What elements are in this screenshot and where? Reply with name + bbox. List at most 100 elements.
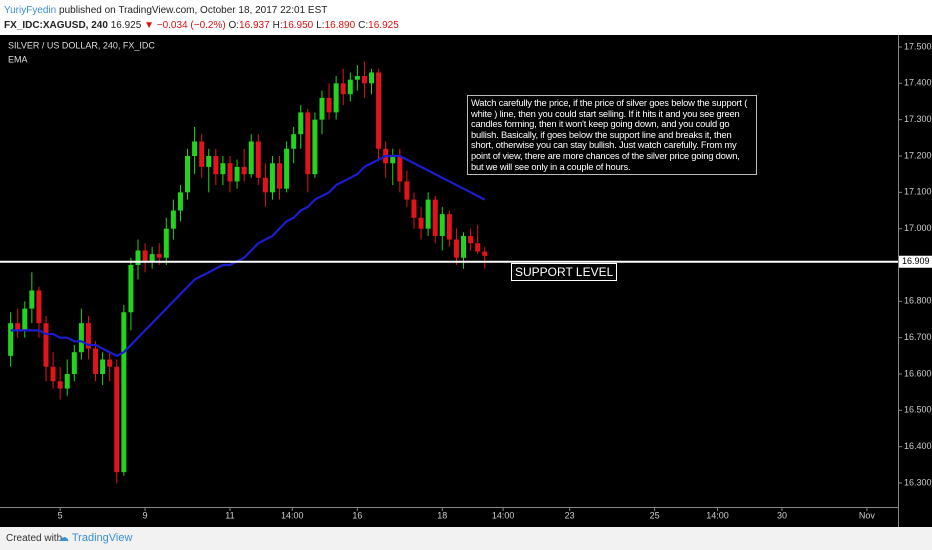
- candle-body: [185, 155, 191, 193]
- y-tick-label: 16.800: [904, 296, 932, 306]
- candle-body: [468, 235, 474, 244]
- ohlc-value: 16.950: [282, 20, 314, 31]
- y-tick-label: 16.400: [904, 441, 932, 451]
- candle-body: [121, 312, 127, 473]
- candle-body: [446, 214, 452, 240]
- candle-body: [128, 265, 134, 313]
- candle-body: [142, 250, 148, 262]
- candle-body: [390, 155, 396, 164]
- chart-title: SILVER / US DOLLAR, 240, FX_IDC: [8, 40, 155, 50]
- candle-body: [312, 119, 318, 175]
- ohlc-label: H:: [272, 20, 283, 31]
- candle-body: [93, 348, 99, 375]
- created-with: Created with: [6, 533, 63, 544]
- candle-body: [326, 97, 332, 113]
- x-tick-label: 5: [58, 510, 63, 520]
- candle-body: [255, 141, 261, 178]
- y-tick-label: 17.300: [904, 114, 932, 124]
- last: 16.925: [110, 20, 142, 31]
- ohlc: O:16.937 H:16.950 L:16.890 C:16.925: [228, 20, 401, 31]
- candle-body: [206, 155, 212, 167]
- candle-body: [298, 112, 304, 135]
- candle-body: [439, 214, 445, 236]
- candle-body: [277, 163, 283, 189]
- candle-body: [432, 199, 438, 236]
- candle-body: [100, 359, 106, 375]
- candle-body: [262, 177, 268, 193]
- candle-body: [227, 163, 233, 182]
- candle-body: [78, 323, 84, 353]
- candle-body: [213, 155, 219, 175]
- x-tick-label: Nov: [859, 510, 876, 520]
- brand[interactable]: ☁ TradingView: [58, 532, 133, 544]
- candle-body: [354, 76, 360, 80]
- candle-body: [418, 217, 424, 229]
- author[interactable]: YuriyFyedin: [4, 5, 57, 16]
- publish-line: YuriyFyedin published on TradingView.com…: [4, 3, 402, 18]
- candle-body: [291, 134, 297, 149]
- candle-body: [149, 254, 155, 262]
- x-tick-label: 18: [437, 510, 447, 520]
- candle-body: [475, 243, 481, 252]
- x-tick-label: 25: [650, 510, 660, 520]
- candle-body: [376, 72, 382, 149]
- candle-body: [36, 290, 42, 324]
- y-tick-label: 17.500: [904, 41, 932, 51]
- candle-body: [8, 323, 14, 356]
- brand-name[interactable]: TradingView: [71, 532, 133, 544]
- candle-body: [199, 141, 205, 167]
- y-tick-label: 16.300: [904, 477, 932, 487]
- candle-body: [114, 366, 120, 473]
- x-tick-label: 30: [777, 510, 787, 520]
- ohlc-label: L:: [316, 20, 325, 31]
- candle-body: [411, 199, 417, 218]
- annotation-note: Watch carefully the price, if the price …: [467, 95, 757, 176]
- symbol: FX_IDC:XAGUSD, 240: [4, 20, 108, 31]
- candle-body: [156, 254, 162, 258]
- candle-body: [71, 352, 77, 375]
- candle-body: [177, 192, 183, 211]
- candle-body: [57, 381, 63, 389]
- candle-body: [15, 323, 21, 331]
- y-tick-label: 16.700: [904, 332, 932, 342]
- x-tick-label: 23: [565, 510, 575, 520]
- y-tick-label: 17.100: [904, 187, 932, 197]
- candle-body: [347, 79, 353, 95]
- chart: SILVER / US DOLLAR, 240, FX_IDC EMA 16.3…: [0, 35, 932, 527]
- candle-body: [22, 308, 28, 331]
- candle-body: [163, 228, 169, 258]
- candle-body: [50, 366, 56, 382]
- candle-body: [220, 163, 226, 175]
- candle-body: [333, 83, 339, 113]
- ohlc-value: 16.937: [239, 20, 270, 31]
- candle-body: [64, 374, 70, 389]
- y-tick-label: 17.400: [904, 78, 932, 88]
- candle-body: [43, 323, 49, 367]
- ohlc-value: 16.925: [368, 20, 399, 31]
- candle-body: [234, 166, 240, 182]
- x-tick-label: 16: [352, 510, 362, 520]
- candle-body: [284, 148, 290, 189]
- published: published on TradingView.com, October 18…: [59, 5, 328, 16]
- candle-body: [170, 210, 176, 229]
- ohlc-label: O:: [228, 20, 240, 31]
- y-tick-label: 17.000: [904, 223, 932, 233]
- x-tick-label: 14:00: [281, 510, 304, 520]
- candle-body: [135, 250, 141, 266]
- candle-body: [192, 141, 198, 156]
- y-tick-label: 17.200: [904, 150, 932, 160]
- price-label: 16.909: [902, 256, 930, 266]
- candle-body: [305, 112, 311, 175]
- price-label-box: [899, 255, 932, 268]
- x-tick-label: 14:00: [706, 510, 729, 520]
- y-tick-label: 16.500: [904, 405, 932, 415]
- candle-body: [248, 141, 254, 175]
- candle-body: [397, 155, 403, 182]
- candle-body: [453, 239, 459, 258]
- indicator-label: EMA: [8, 54, 28, 64]
- chart-bg: [0, 35, 932, 527]
- x-tick-label: 14:00: [492, 510, 515, 520]
- change: ▼ −0.034 (−0.2%): [144, 20, 226, 31]
- candle-body: [361, 76, 367, 84]
